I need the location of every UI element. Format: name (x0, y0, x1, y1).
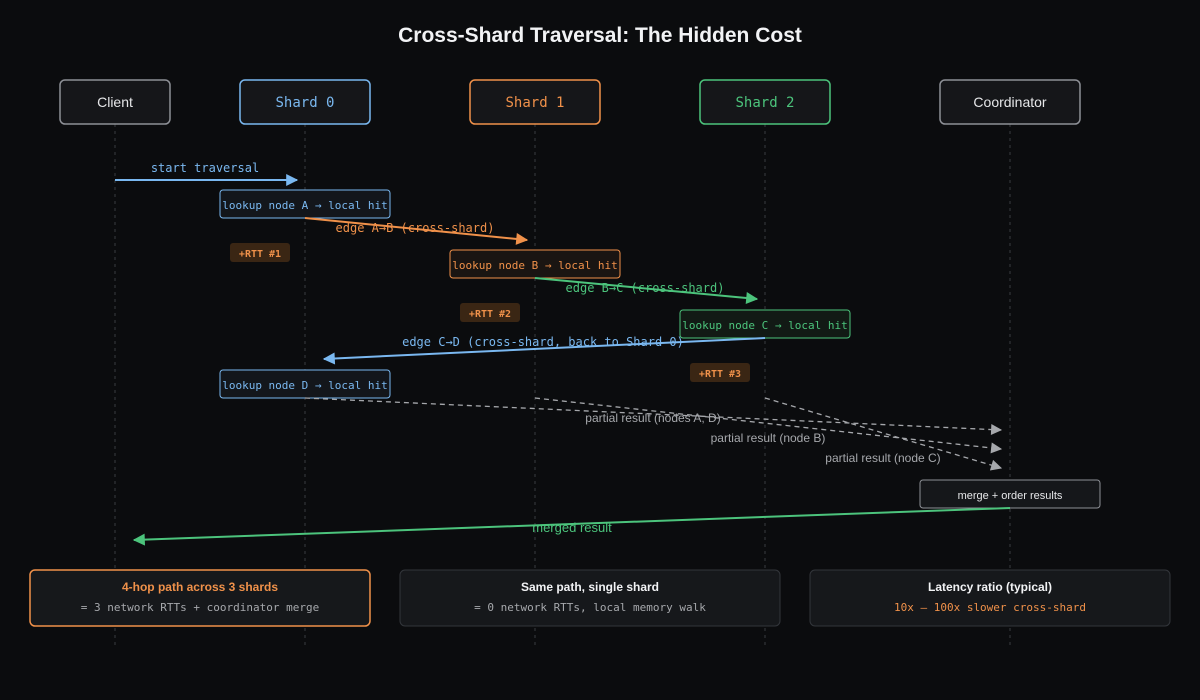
lookup-label: lookup node A → local hit (222, 199, 388, 212)
summary-card-bg (809, 569, 1171, 627)
message-arrow (132, 507, 1011, 546)
message-label: merged result (532, 520, 612, 535)
summary-card-latency-ratio: Latency ratio (typical) 10x – 100x slowe… (809, 569, 1171, 627)
lookup-label: lookup node B → local hit (452, 259, 618, 272)
message-label: partial result (node B) (711, 431, 826, 445)
message-edge-c-d: edge C→D (cross-shard, back to Shard 0) (322, 335, 766, 365)
message-label: edge A→B (cross-shard) (336, 221, 495, 235)
message-arrow (322, 337, 766, 365)
participant-label: Shard 0 (275, 95, 334, 111)
rtt-badge-2: +RTT #2 (460, 303, 520, 322)
participant-box (939, 79, 1081, 125)
message-start-traversal: start traversal (115, 161, 299, 186)
message-edge-b-c: edge B→C (cross-shard) (534, 277, 759, 304)
message-partial-result-a-d: partial result (nodes A, D) (304, 397, 1003, 436)
rtt-badge-label: +RTT #1 (239, 249, 281, 260)
participant-box (699, 79, 831, 125)
summary-card-bg (29, 569, 371, 627)
participant-coordinator: Coordinator (939, 79, 1081, 125)
lookup-node-a: lookup node A → local hit (219, 189, 391, 219)
summary-card-multi-shard: 4-hop path across 3 shards = 3 network R… (29, 569, 371, 627)
message-arrow (534, 397, 1003, 454)
participant-label: Client (97, 94, 133, 110)
participant-box (469, 79, 601, 125)
rtt-badge-label: +RTT #2 (469, 309, 511, 320)
summary-card-bg (399, 569, 781, 627)
participant-shard-0: Shard 0 (239, 79, 371, 125)
summary-card-detail: = 0 network RTTs, local memory walk (474, 601, 706, 614)
message-arrow (534, 277, 759, 304)
message-partial-result-b: partial result (node B) (534, 397, 1003, 454)
message-partial-result-c: partial result (node C) (764, 397, 1003, 471)
message-label: partial result (nodes A, D) (585, 411, 720, 425)
merge-results-box: merge + order results (919, 479, 1101, 509)
rtt-badge-bg (690, 363, 750, 382)
diagram-title: Cross-Shard Traversal: The Hidden Cost (398, 24, 802, 47)
lookup-label: lookup node C → local hit (682, 319, 848, 332)
summary-card-title: 4-hop path across 3 shards (122, 580, 278, 594)
lookup-node-d: lookup node D → local hit (219, 369, 391, 399)
participant-box (59, 79, 171, 125)
summary-card-detail: = 3 network RTTs + coordinator merge (81, 601, 319, 614)
participant-box (239, 79, 371, 125)
lookup-label: lookup node D → local hit (222, 379, 388, 392)
rtt-badge-bg (460, 303, 520, 322)
message-arrow (304, 397, 1003, 436)
message-label: edge C→D (cross-shard, back to Shard 0) (402, 335, 684, 349)
lookup-node-c: lookup node C → local hit (679, 309, 851, 339)
participant-label: Shard 1 (505, 95, 564, 111)
participant-client: Client (59, 79, 171, 125)
rtt-badge-label: +RTT #3 (699, 369, 741, 380)
participant-label: Coordinator (973, 94, 1046, 110)
summary-card-title: Latency ratio (typical) (928, 580, 1052, 594)
message-label: partial result (node C) (825, 451, 940, 465)
summary-card-detail: 10x – 100x slower cross-shard (894, 601, 1086, 614)
summary-card-title: Same path, single shard (521, 580, 659, 594)
rtt-badge-bg (230, 243, 290, 262)
rtt-badge-1: +RTT #1 (230, 243, 290, 262)
message-arrow (304, 217, 529, 245)
lookup-node-b: lookup node B → local hit (449, 249, 621, 279)
message-merged-result: merged result (132, 507, 1011, 546)
message-label: edge B→C (cross-shard) (566, 281, 725, 295)
message-label: start traversal (151, 161, 259, 175)
participant-shard-1: Shard 1 (469, 79, 601, 125)
rtt-badge-3: +RTT #3 (690, 363, 750, 382)
participant-shard-2: Shard 2 (699, 79, 831, 125)
merge-label: merge + order results (958, 490, 1063, 502)
participant-label: Shard 2 (735, 95, 794, 111)
summary-card-single-shard: Same path, single shard = 0 network RTTs… (399, 569, 781, 627)
message-edge-a-b: edge A→B (cross-shard) (304, 217, 529, 245)
